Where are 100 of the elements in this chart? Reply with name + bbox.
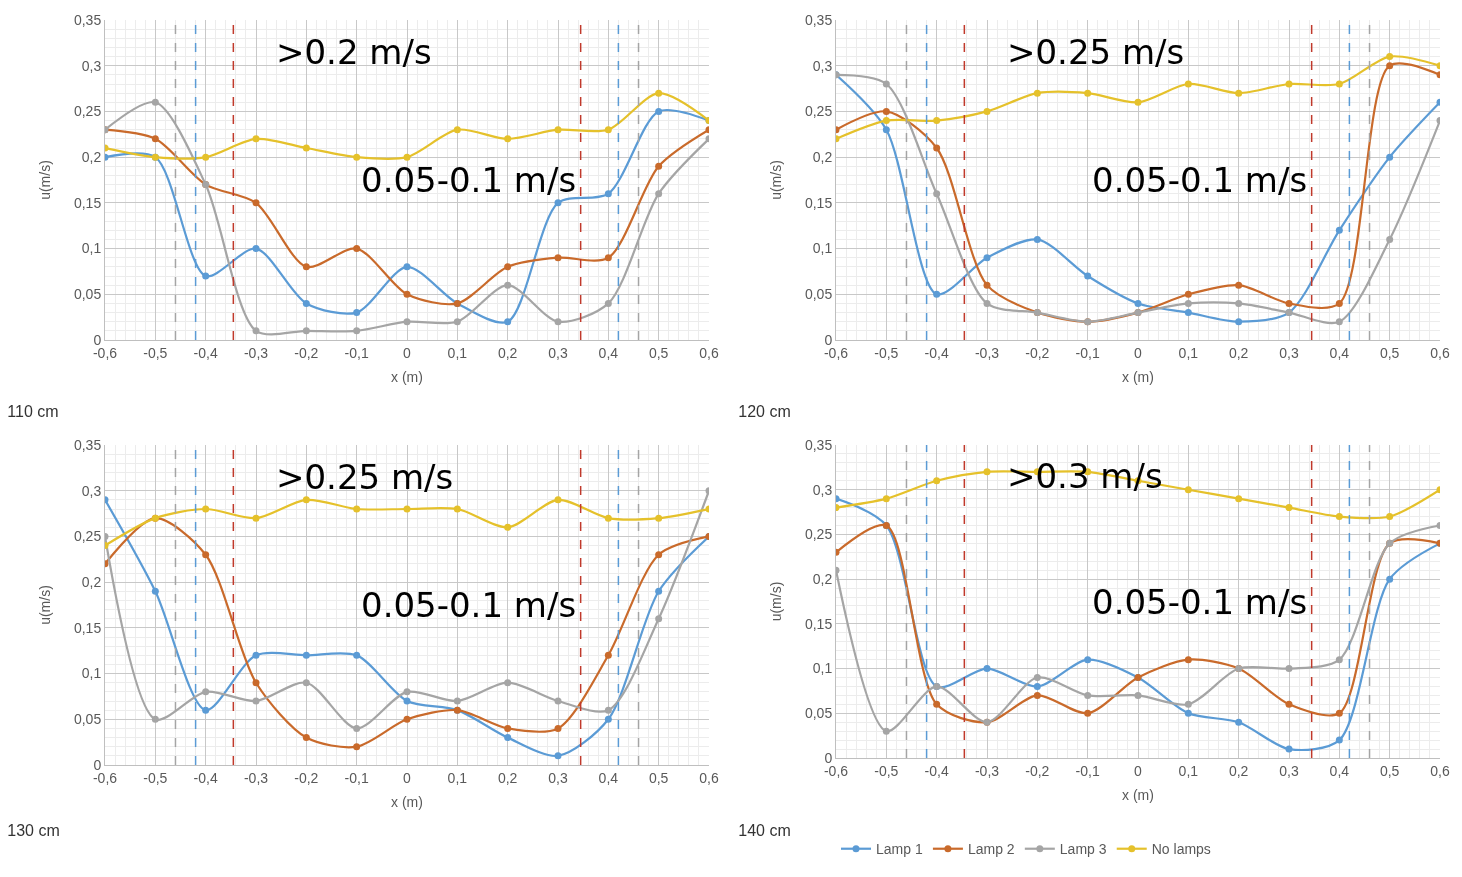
y-tick-label: 0,1 [812,240,833,257]
y-tick-label: 0,25 [804,103,833,120]
point [403,505,411,513]
point [403,688,411,696]
y-tick-label: 0,25 [73,103,102,120]
point [933,700,941,708]
point [1184,80,1192,88]
point [933,290,941,298]
x-tick-label: 0 [1134,762,1143,779]
point [655,107,663,115]
point [1335,299,1343,307]
point [983,254,991,262]
point [1285,504,1293,512]
point [151,715,159,723]
point [1084,709,1092,717]
point [983,468,991,476]
x-tick-label: 0,2 [1228,762,1249,779]
x-tick-label: 0,4 [598,769,619,786]
x-tick-label: -0,3 [974,762,1000,779]
point [1134,691,1142,699]
legend-label: Lamp 3 [1059,841,1107,858]
point [1184,709,1192,717]
y-tick-label: 0,1 [812,660,833,677]
point [353,327,361,335]
x-tick-label: 0,6 [699,344,719,361]
point [604,514,612,522]
point [1386,235,1394,243]
point [403,153,411,161]
point [202,551,210,559]
x-tick-label: -0,2 [294,769,319,786]
point [554,199,562,207]
point [1335,318,1343,326]
point [882,126,890,134]
x-tick-label: -0,4 [193,769,218,786]
point [655,551,663,559]
point [151,98,159,106]
annotation: 0.05-0.1 m/s [1092,582,1308,622]
point [1335,513,1343,521]
point [1285,80,1293,88]
point [504,679,512,687]
x-tick-label: 0,5 [1379,344,1400,361]
y-tick-label: 0,15 [73,619,102,636]
point [1335,736,1343,744]
x-tick-label: -0,3 [243,344,269,361]
point [983,665,991,673]
x-tick-label: 0,4 [598,344,619,361]
point [1335,709,1343,717]
x-tick-label: 0,5 [1379,762,1400,779]
point [353,651,361,659]
point [1335,226,1343,234]
point [403,263,411,271]
legend-label: Lamp 2 [967,841,1015,858]
point [1386,62,1394,70]
point [554,318,562,326]
point [1084,272,1092,280]
point [1134,299,1142,307]
point [252,135,260,143]
point [983,299,991,307]
point [554,697,562,705]
point [504,734,512,742]
point [353,505,361,513]
x-tick-label: -0,2 [1025,344,1050,361]
point [252,199,260,207]
point [302,263,310,271]
point [353,153,361,161]
x-tick-label: -0,1 [344,344,369,361]
x-tick-label: -0,4 [924,344,949,361]
point [1033,691,1041,699]
point [554,254,562,262]
point [1184,290,1192,298]
y-tick-label: 0,15 [804,194,833,211]
point [403,290,411,298]
text: 130 cm [7,822,60,840]
point [504,724,512,732]
x-tick-label: 0 [403,769,412,786]
point [202,688,210,696]
point [252,697,260,705]
y-tick-label: 0,1 [81,665,102,682]
y-tick-label: 0,25 [804,526,833,543]
point [252,514,260,522]
text: 140 cm [738,822,791,840]
point [933,190,941,198]
x-tick-label: 0,2 [1228,344,1249,361]
point [655,514,663,522]
point [1386,153,1394,161]
x-tick-label: 0,6 [1430,344,1450,361]
point [302,734,310,742]
point [1335,656,1343,664]
y-tick-label: 0,05 [804,286,833,303]
point [1235,495,1243,503]
point [1235,89,1243,97]
point [1084,656,1092,664]
point [202,153,210,161]
y-axis-title: u(m/s) [767,581,784,622]
x-tick-label: 0,3 [1279,344,1299,361]
point [302,651,310,659]
line-series [105,89,709,161]
point [604,254,612,262]
point [1084,89,1092,97]
point [554,752,562,760]
